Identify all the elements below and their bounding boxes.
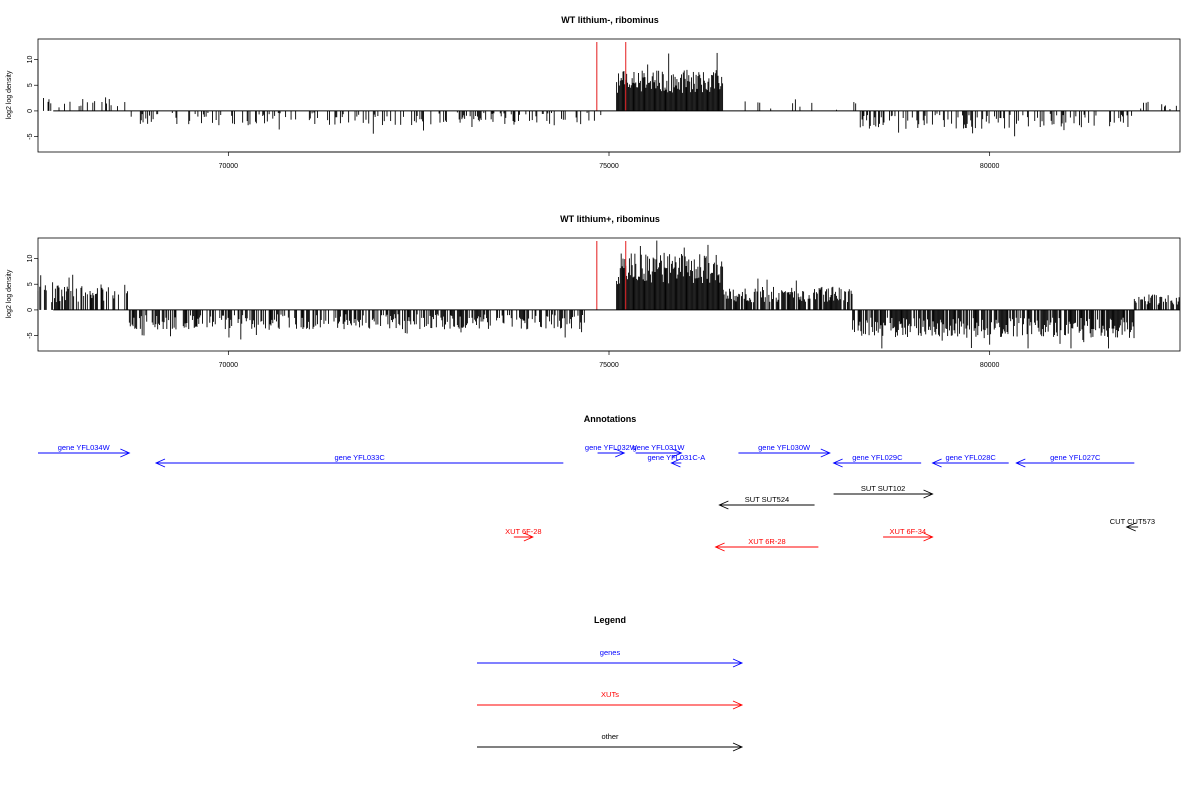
- arrow-head-icon: [718, 500, 729, 510]
- feature-label: CUT CUT573: [1110, 517, 1155, 526]
- feature-label: gene YFL032W: [585, 443, 638, 452]
- arrow-head-icon: [615, 448, 626, 458]
- feature-label: XUT 6F-28: [505, 527, 542, 536]
- annotation-feature: XUT 6F-34: [883, 527, 934, 542]
- arrow-head-icon: [832, 458, 843, 468]
- marker-lines: [596, 42, 627, 111]
- x-tick-label: 75000: [599, 163, 619, 170]
- arrow-head-icon: [714, 542, 725, 552]
- arrow-head-icon: [732, 700, 744, 710]
- legend-item: XUTs: [477, 690, 744, 710]
- panel-title: WT lithium+, ribominus: [560, 214, 660, 224]
- x-tick-label: 75000: [599, 362, 619, 369]
- signal-bars: [37, 240, 1180, 349]
- annotation-feature: gene YFL031W: [632, 443, 685, 458]
- legend-label: XUTs: [601, 690, 619, 699]
- x-tick-label: 80000: [980, 362, 1000, 369]
- arrow-head-icon: [923, 489, 934, 499]
- arrow-head-icon: [154, 458, 166, 468]
- y-tick-label: 10: [27, 56, 34, 64]
- legend-item: genes: [477, 648, 744, 668]
- signal-bars: [43, 52, 1177, 137]
- annotation-feature: gene YFL029C: [832, 453, 922, 468]
- feature-label: gene YFL028C: [945, 453, 996, 462]
- legend-title: Legend: [594, 615, 626, 625]
- y-tick-label: 0: [27, 109, 34, 113]
- arrow-head-icon: [732, 742, 744, 752]
- legend-item: other: [477, 732, 744, 752]
- plot-frame: [37, 38, 1181, 153]
- x-axis: 70000 75000 80000: [219, 350, 1000, 369]
- feature-label: gene YFL027C: [1050, 453, 1101, 462]
- feature-label: gene YFL031C-A: [647, 453, 705, 462]
- x-tick-label: 70000: [219, 362, 239, 369]
- x-tick-label: 70000: [219, 163, 239, 170]
- y-axis: -5 0 5 10: [27, 56, 39, 140]
- annotation-feature: gene YFL027C: [1015, 453, 1135, 468]
- annotation-feature: SUT SUT102: [833, 484, 934, 499]
- annotation-feature: gene YFL030W: [738, 443, 831, 458]
- arrow-head-icon: [732, 658, 744, 668]
- annotation-feature: CUT CUT573: [1110, 517, 1155, 532]
- arrow-head-icon: [523, 532, 534, 542]
- arrow-head-icon: [672, 448, 683, 458]
- track-panel-lithium-plus: WT lithium+, ribominus log2 log density …: [6, 214, 1181, 369]
- annotation-feature: SUT SUT524: [718, 495, 815, 510]
- legend-label: genes: [600, 648, 621, 657]
- arrow-head-icon: [931, 458, 942, 468]
- y-tick-label: 0: [27, 308, 34, 312]
- x-axis: 70000 75000 80000: [219, 151, 1000, 170]
- legend: Legend genes XUTs other: [477, 615, 744, 752]
- y-tick-label: 5: [27, 83, 34, 87]
- annotation-feature: gene YFL031C-A: [647, 453, 705, 468]
- plot-frame: [37, 237, 1181, 352]
- y-axis-label: log2 log density: [6, 269, 13, 318]
- annotation-feature: XUT 6F-28: [505, 527, 542, 542]
- annotation-feature: gene YFL032W: [585, 443, 638, 458]
- arrow-head-icon: [670, 458, 681, 468]
- marker-lines: [596, 241, 627, 310]
- arrow-head-icon: [1015, 458, 1026, 468]
- track-panel-lithium-minus: WT lithium-, ribominus log2 log density …: [6, 15, 1181, 170]
- feature-label: XUT 6R-28: [748, 537, 785, 546]
- arrow-head-icon: [923, 532, 934, 542]
- annotation-feature: gene YFL033C: [154, 453, 564, 468]
- feature-label: gene YFL033C: [334, 453, 385, 462]
- feature-label: XUT 6F-34: [890, 527, 927, 536]
- feature-label: gene YFL030W: [758, 443, 811, 452]
- arrow-head-icon: [1125, 522, 1136, 532]
- y-axis: -5 0 5 10: [27, 255, 39, 339]
- arrow-head-icon: [820, 448, 831, 458]
- y-axis-label: log2 log density: [6, 70, 13, 119]
- feature-label: gene YFL029C: [852, 453, 903, 462]
- y-tick-label: -5: [27, 133, 34, 139]
- feature-label: SUT SUT102: [861, 484, 905, 493]
- panel-title: WT lithium-, ribominus: [561, 15, 659, 25]
- x-tick-label: 80000: [980, 163, 1000, 170]
- y-tick-label: -5: [27, 332, 34, 338]
- annotations-track: Annotations gene YFL034W gene YFL033C gene…: [38, 414, 1155, 552]
- annotation-feature: XUT 6R-28: [714, 537, 819, 552]
- legend-label: other: [601, 732, 619, 741]
- arrow-head-icon: [120, 448, 131, 458]
- y-tick-label: 5: [27, 282, 34, 286]
- feature-label: gene YFL031W: [632, 443, 685, 452]
- feature-label: gene YFL034W: [58, 443, 111, 452]
- y-tick-label: 10: [27, 255, 34, 263]
- legend-items: genes XUTs other: [477, 648, 744, 752]
- annotation-feature: gene YFL028C: [931, 453, 1009, 468]
- annotation-feature: gene YFL034W: [38, 443, 131, 458]
- annotations-title: Annotations: [584, 414, 637, 424]
- feature-label: SUT SUT524: [745, 495, 789, 504]
